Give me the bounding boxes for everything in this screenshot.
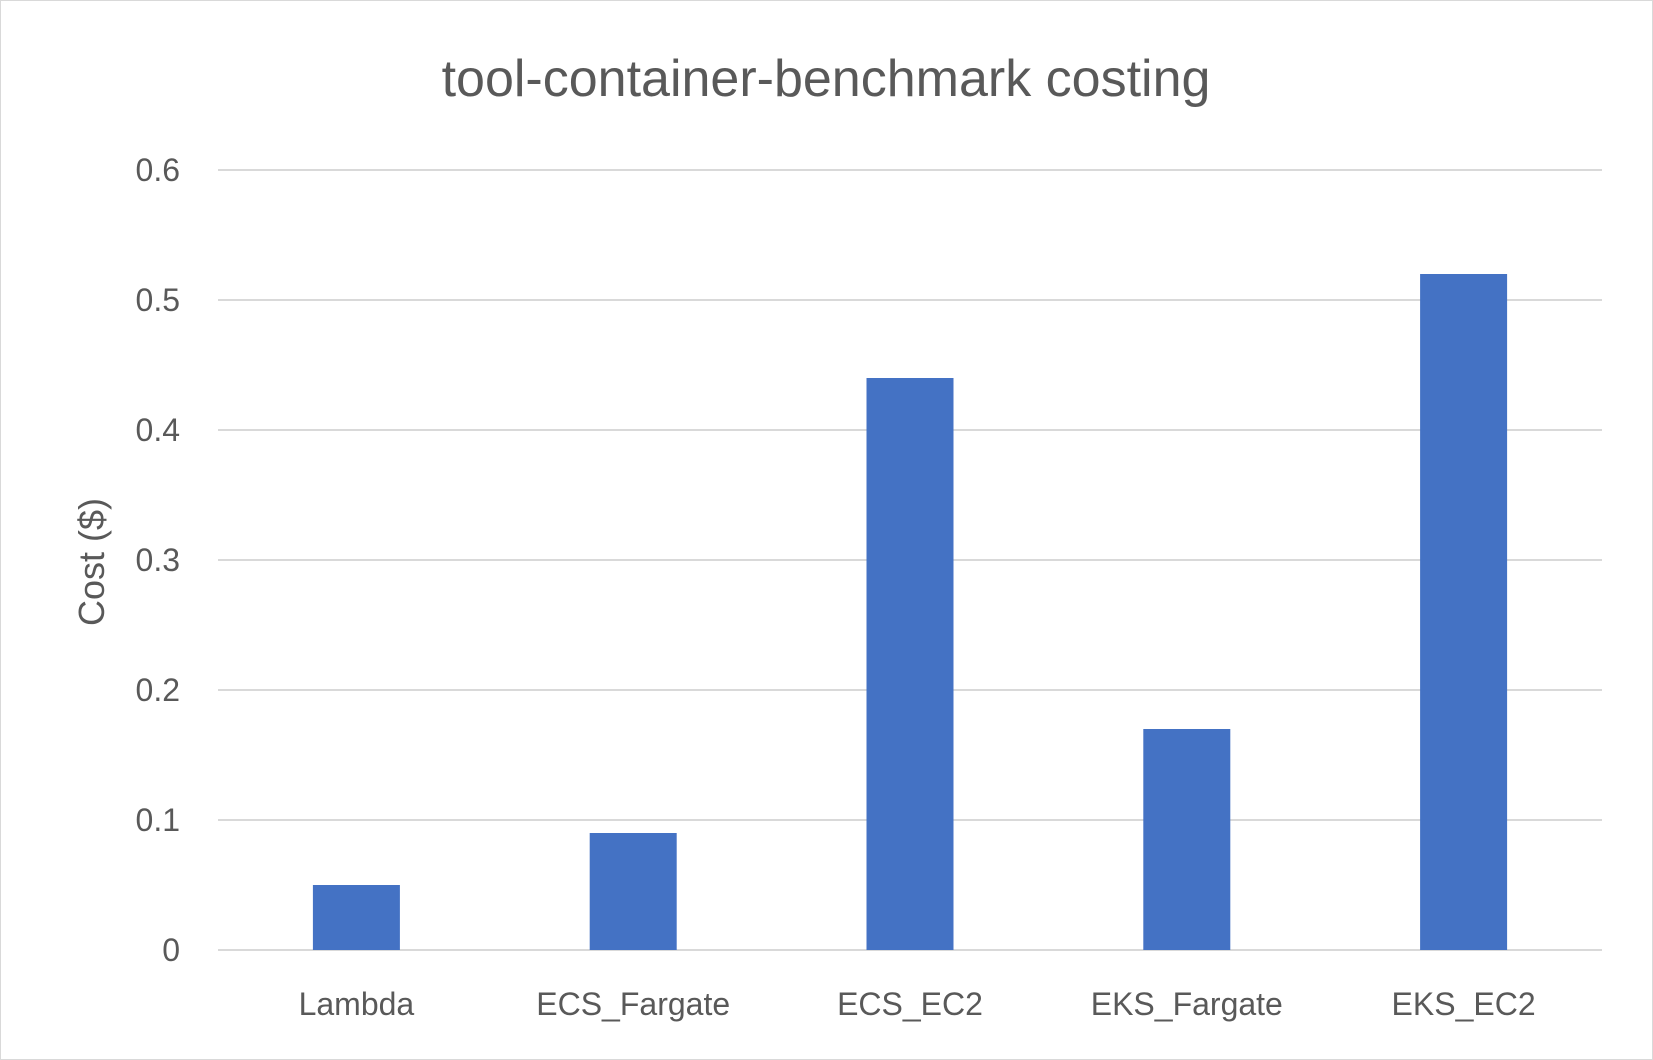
y-tick-label: 0.1 — [136, 802, 180, 838]
y-axis-label: Cost ($) — [71, 498, 112, 626]
y-tick-label: 0.6 — [136, 152, 180, 188]
x-axis-categories: Lambda ECS_Fargate ECS_EC2 EKS_Fargate EKS_E… — [299, 986, 1536, 1022]
x-category-label: EKS_EC2 — [1392, 986, 1536, 1022]
x-category-label: Lambda — [299, 986, 415, 1022]
x-category-label: ECS_Fargate — [536, 986, 730, 1022]
x-category-label: ECS_EC2 — [837, 986, 983, 1022]
bars — [312, 274, 1508, 950]
chart-title: tool-container-benchmark costing — [442, 50, 1211, 108]
bar-eks-fargate — [1143, 729, 1231, 950]
bar-eks-ec2 — [1420, 274, 1508, 950]
x-category-label: EKS_Fargate — [1091, 986, 1283, 1022]
y-axis-ticks: 0 0.1 0.2 0.3 0.4 0.5 0.6 — [136, 152, 180, 968]
bar-ecs-ec2 — [866, 378, 954, 950]
y-tick-label: 0.5 — [136, 282, 180, 318]
y-tick-label: 0.2 — [136, 672, 180, 708]
bar-ecs-fargate — [589, 833, 677, 950]
y-tick-label: 0.4 — [136, 412, 180, 448]
y-tick-label: 0 — [162, 932, 180, 968]
bar-lambda — [312, 885, 400, 950]
y-tick-label: 0.3 — [136, 542, 180, 578]
